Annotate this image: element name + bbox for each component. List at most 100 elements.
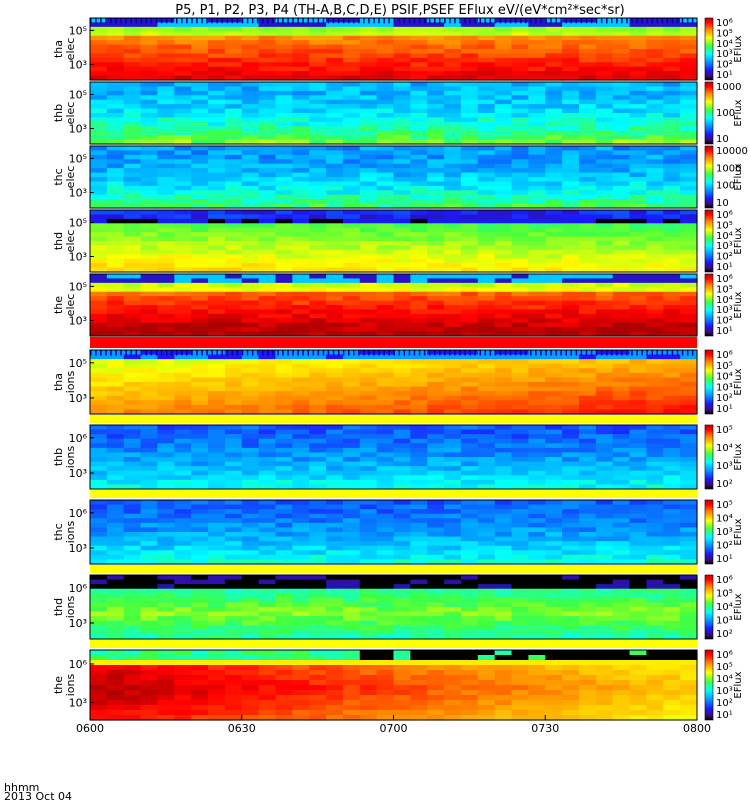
heatmap-cell (511, 40, 529, 46)
heatmap-cell (258, 267, 277, 273)
heatmap-cell (292, 447, 310, 454)
heatmap-cell (174, 44, 192, 50)
heatmap-cell (342, 199, 361, 205)
heatmap-cell (275, 49, 293, 55)
heatmap-cell (90, 223, 108, 229)
heatmap-cell (106, 181, 125, 187)
heatmap-cell (460, 484, 479, 490)
heatmap-cell (140, 363, 159, 369)
heatmap-cell (224, 90, 243, 96)
heatmap-cell (663, 475, 681, 481)
heatmap-cell (393, 254, 411, 260)
heatmap-cell (359, 359, 378, 365)
heatmap-cell (191, 377, 209, 383)
heatmap-cell (511, 163, 529, 169)
heatmap-cell (562, 194, 580, 200)
heatmap-cell (393, 49, 411, 55)
heatmap-cell (646, 177, 664, 183)
heatmap-cell (224, 146, 243, 152)
heatmap-cell (528, 185, 546, 191)
heatmap-cell (241, 475, 260, 481)
heatmap-cell (140, 318, 159, 324)
heatmap-cell (106, 177, 125, 183)
heatmap-cell (140, 150, 159, 156)
colorbar-tick-label: 10 (716, 198, 729, 209)
heatmap-cell (562, 461, 580, 467)
heatmap-cell (208, 597, 226, 604)
heatmap-cell (275, 466, 293, 472)
heatmap-cell (326, 509, 344, 515)
heatmap-cell (90, 210, 108, 216)
heatmap-cell (90, 655, 108, 661)
gap-tick (666, 18, 669, 24)
heatmap-cell (680, 559, 698, 565)
heatmap-cell (562, 354, 580, 360)
heatmap-cell (528, 559, 546, 565)
gap-tick (342, 350, 345, 356)
heatmap-cell (241, 121, 260, 127)
heatmap-cell (663, 267, 681, 273)
heatmap-cell (376, 287, 395, 293)
heatmap-cell (612, 434, 631, 440)
heatmap-cell (123, 126, 142, 132)
heatmap-cell (663, 541, 681, 547)
gap-tick (231, 350, 234, 356)
heatmap-cell (444, 135, 462, 141)
heatmap-cell (275, 104, 293, 110)
heatmap-cell (494, 40, 513, 46)
heatmap-cell (393, 461, 411, 467)
heatmap-cell (258, 318, 277, 324)
heatmap-cell (545, 409, 563, 415)
gap-tick (676, 350, 679, 356)
heatmap-cell (444, 199, 462, 205)
heatmap-cell (292, 57, 310, 63)
heatmap-cell (123, 700, 142, 706)
heatmap-cell (646, 318, 664, 324)
heatmap-cell (680, 625, 698, 631)
heatmap-cell (410, 550, 428, 556)
heatmap-cell (140, 190, 159, 196)
heatmap-cell (612, 274, 631, 280)
heatmap-cell (258, 236, 277, 242)
heatmap-cell (140, 359, 159, 365)
heatmap-cell (410, 199, 428, 205)
heatmap-cell (629, 461, 648, 467)
heatmap-cell (123, 66, 142, 72)
heatmap-cell (258, 139, 277, 145)
heatmap-cell (663, 579, 681, 585)
heatmap-cells (90, 650, 698, 721)
heatmap-cell (444, 479, 462, 486)
heatmap-cell (595, 588, 614, 594)
gap-tick (196, 18, 198, 24)
heatmap-cell (275, 532, 293, 538)
heatmap-cell (326, 527, 344, 533)
heatmap-cell (191, 71, 209, 77)
heatmap-cell (545, 447, 563, 454)
heatmap-cell (511, 82, 529, 88)
heatmap-cell (157, 66, 175, 72)
heatmap-cell (191, 400, 209, 406)
heatmap-cell (680, 218, 698, 224)
heatmap-cell (444, 438, 462, 444)
heatmap-cell (106, 620, 125, 626)
heatmap-cell (460, 185, 479, 191)
heatmap-cell (359, 236, 378, 242)
heatmap-cell (612, 121, 631, 127)
heatmap-cell (393, 429, 411, 435)
heatmap-cell (680, 99, 698, 105)
heatmap-cell (646, 150, 664, 156)
heatmap-cell (275, 322, 293, 328)
heatmap-cell (629, 274, 648, 280)
heatmap-cell (612, 278, 631, 284)
heatmap-cell (275, 172, 293, 178)
heatmap-cell (90, 104, 108, 110)
heatmap-cell (460, 575, 479, 581)
heatmap-cell (224, 509, 243, 515)
heatmap-cell (90, 475, 108, 481)
heatmap-cell (90, 541, 108, 547)
gap-tick (388, 18, 390, 24)
heatmap-cell (309, 223, 327, 229)
heatmap-cell (612, 185, 631, 191)
heatmap-cell (90, 90, 108, 96)
heatmap-cell (90, 670, 108, 676)
